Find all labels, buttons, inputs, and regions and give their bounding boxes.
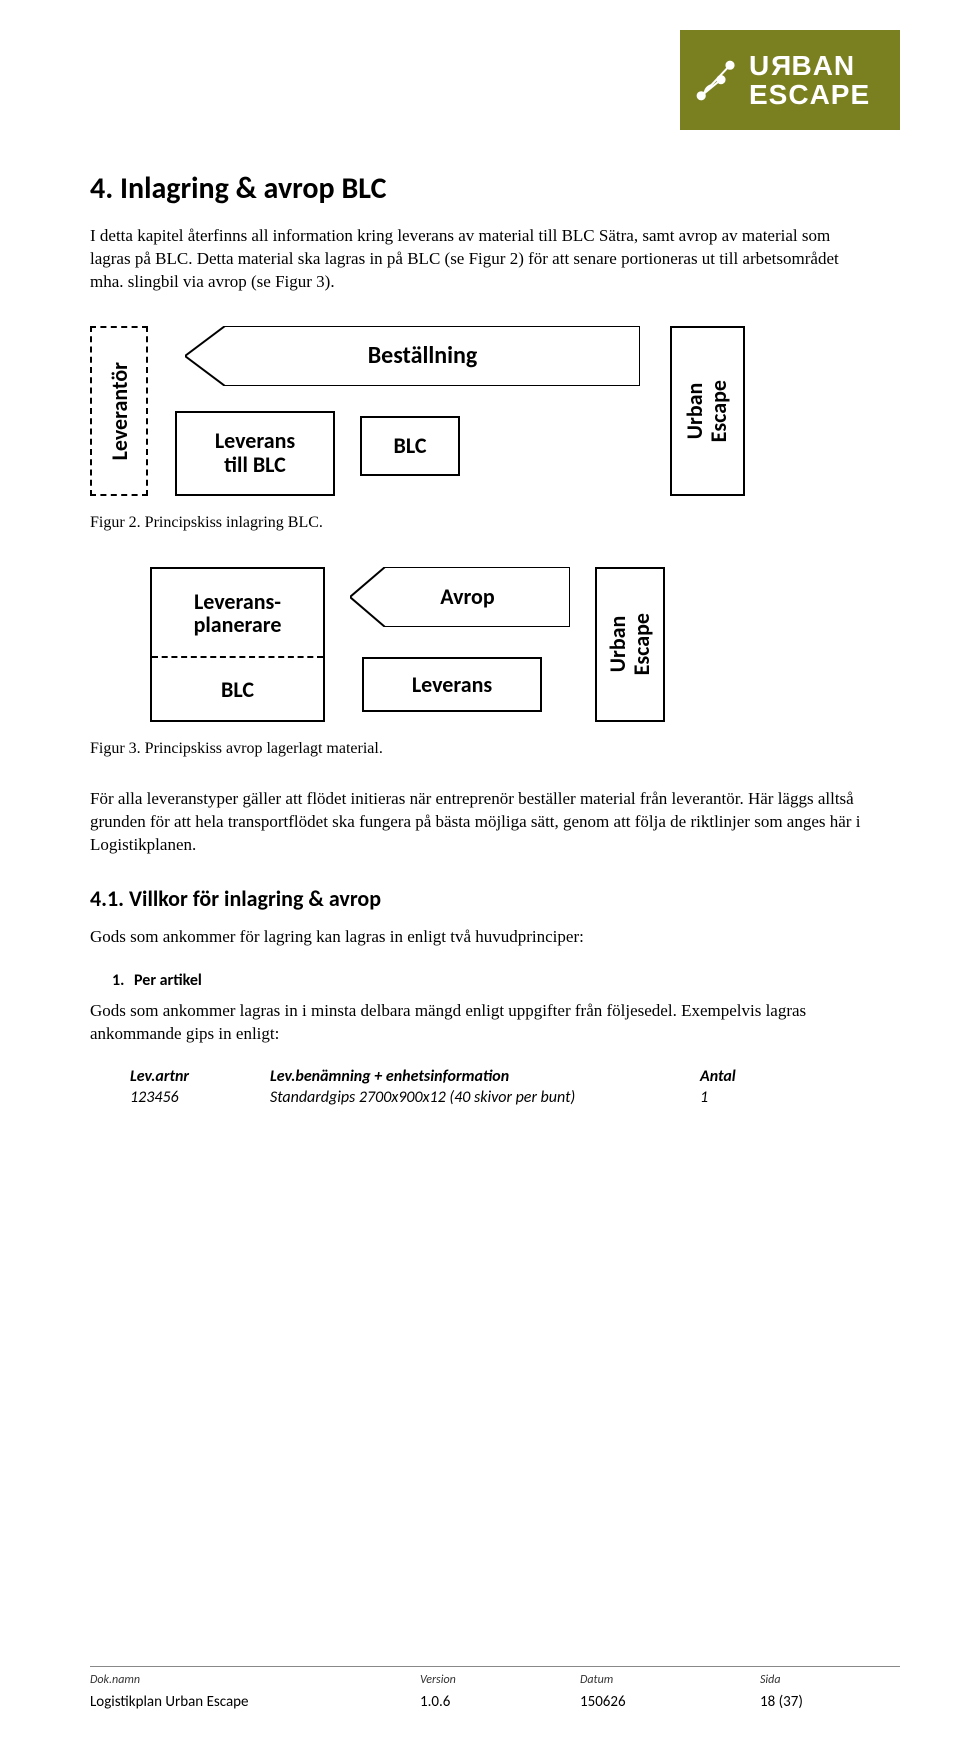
page: URBAN ESCAPE 4. Inlagring & avrop BLC I …	[0, 0, 960, 1751]
logo-text: URBAN ESCAPE	[749, 51, 870, 110]
footer-value-docname: Logistikplan Urban Escape	[90, 1693, 420, 1711]
footer-label-page: Sida	[760, 1673, 880, 1687]
paragraph-2: För alla leveranstyper gäller att flödet…	[90, 788, 870, 857]
paragraph-4: Gods som ankommer lagras in i minsta del…	[90, 1000, 870, 1046]
list-item-1: 1.Per artikel	[112, 971, 870, 990]
footer-value-version: 1.0.6	[420, 1693, 580, 1711]
table-cell-name: Standardgips 2700x900x12 (40 skivor per …	[270, 1088, 700, 1107]
page-footer: Dok.namn Version Datum Sida Logistikplan…	[90, 1666, 900, 1711]
diagram2-urban-l1: Urban	[606, 613, 630, 675]
diagram2-avrop: Avrop	[350, 567, 570, 627]
diagram1-bestallning: Beställning	[185, 326, 640, 386]
diagram1-leverantor: Leverantör	[106, 362, 133, 460]
diagram2-levplan-l2: planerare	[194, 613, 282, 636]
table-header-1: Lev.artnr	[130, 1067, 270, 1086]
footer-value-date: 150626	[580, 1693, 760, 1711]
caption-figure-3: Figur 3. Principskiss avrop lagerlagt ma…	[90, 740, 870, 758]
footer-label-docname: Dok.namn	[90, 1673, 420, 1687]
diagram1-leverans-l2: till BLC	[224, 453, 286, 477]
footer-value-page: 18 (37)	[760, 1693, 880, 1711]
caption-figure-2: Figur 2. Principskiss inlagring BLC.	[90, 514, 870, 532]
diagram2-leverans: Leverans	[362, 657, 542, 712]
diagram1-blc: BLC	[360, 416, 460, 476]
logo-icon	[694, 58, 739, 103]
section-heading: 4. Inlagring & avrop BLC	[90, 170, 870, 207]
paragraph-3: Gods som ankommer för lagring kan lagras…	[90, 926, 870, 949]
table-header-3: Antal	[700, 1067, 780, 1086]
diagram1-urban-l1: Urban	[683, 380, 707, 442]
footer-label-date: Datum	[580, 1673, 760, 1687]
table-cell-qty: 1	[700, 1088, 780, 1107]
table-cell-artnr: 123456	[130, 1088, 270, 1107]
table-header-2: Lev.benämning + enhetsinformation	[270, 1067, 700, 1086]
footer-label-version: Version	[420, 1673, 580, 1687]
diagram2-urban-l2: Escape	[630, 613, 654, 675]
logo-badge: URBAN ESCAPE	[680, 30, 900, 130]
diagram-figure-2: Leverantör Leverans till BLC Beställning…	[90, 316, 870, 506]
diagram1-leverans-l1: Leverans	[215, 429, 295, 453]
diagram-figure-3: Leverans- planerare BLC Avrop Leverans U…	[150, 562, 870, 732]
subheading-4-1: 4.1. Villkor för inlagring & avrop	[90, 885, 870, 912]
diagram2-levplan-l1: Leverans-	[194, 590, 281, 613]
diagram2-blc: BLC	[152, 658, 323, 719]
article-table: Lev.artnr Lev.benämning + enhetsinformat…	[130, 1067, 870, 1107]
intro-paragraph: I detta kapitel återfinns all informatio…	[90, 225, 870, 294]
diagram1-urban-l2: Escape	[708, 380, 732, 442]
